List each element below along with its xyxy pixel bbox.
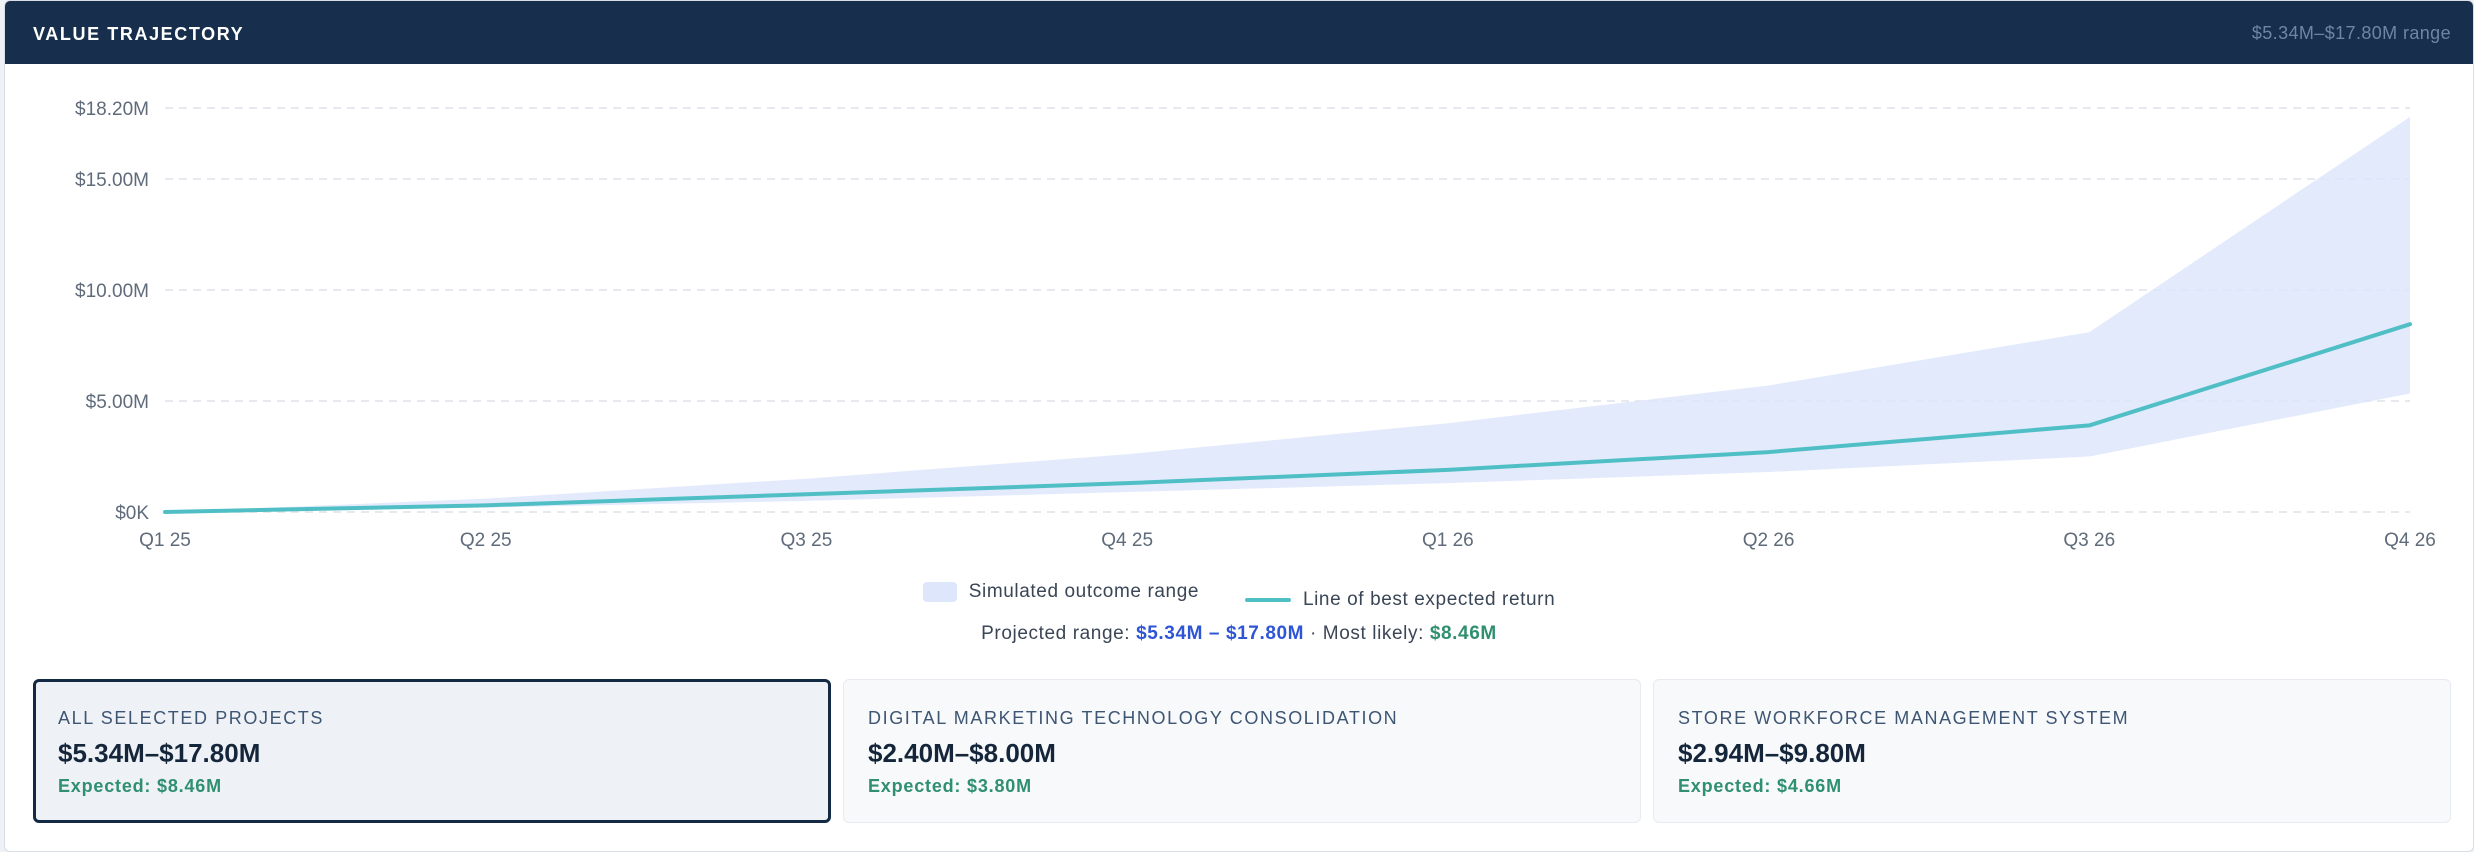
summary-prefix: Projected range: [981,623,1137,644]
y-tick-label: $18.20M [75,99,149,120]
line-swatch-icon [1244,598,1291,602]
best-expected-return-line [163,322,2412,514]
summary-likely: $8.46M [1429,623,1497,644]
y-tick-label: $15.00M [75,170,149,191]
card-title: DIGITAL MARKETING TECHNOLOGY CONSOLIDATI… [868,708,1399,728]
y-tick-label: $5.00M [86,392,149,413]
x-tick-label: Q3 26 [2063,530,2115,551]
simulated-outcome-band [165,116,2410,512]
y-tick-label: $10.00M [75,281,149,302]
card-title: ALL SELECTED PROJECTS [58,708,325,728]
panel-title: VALUE TRAJECTORY [33,24,245,44]
panel-header: VALUE TRAJECTORY $5.34M–$17.80M range [5,1,2473,64]
value-trajectory-panel: VALUE TRAJECTORY $5.34M–$17.80M range $0… [4,0,2474,852]
card-range: $5.34M–$17.80M [58,738,261,768]
project-card-digital-marketing[interactable]: DIGITAL MARKETING TECHNOLOGY CONSOLIDATI… [843,679,1641,823]
value-trajectory-chart: $0K $5.00M $10.00M $15.00M $18.20M Q1 25 Q2 25… [75,99,2436,551]
y-tick-label: $0K [115,503,149,524]
card-range: $2.40M–$8.00M [868,738,1056,768]
legend-band-label: Simulated outcome range [968,581,1200,602]
band-swatch-icon [922,582,957,602]
x-tick-label: Q4 25 [1101,530,1153,551]
project-card-store-workforce[interactable]: STORE WORKFORCE MANAGEMENT SYSTEM $2.94M… [1653,679,2451,823]
x-tick-label: Q1 26 [1422,530,1474,551]
summary-range: $5.34M – $17.80M [1136,623,1305,644]
x-tick-label: Q2 25 [460,530,512,551]
legend-line-label: Line of best expected return [1302,589,1556,610]
card-title: STORE WORKFORCE MANAGEMENT SYSTEM [1678,708,2130,728]
chart-legend: Simulated outcome range Line of best exp… [5,581,2473,611]
header-range-label: $5.34M–$17.80M range [2251,23,2451,43]
projection-summary: Projected range: $5.34M – $17.80M · Most… [5,623,2473,645]
summary-middle: · Most likely: [1304,623,1430,644]
card-expected: Expected: $8.46M [58,776,222,796]
x-tick-label: Q4 26 [2384,530,2436,551]
card-range: $2.94M–$9.80M [1678,738,1866,768]
card-expected: Expected: $3.80M [868,776,1032,796]
card-expected: Expected: $4.66M [1678,776,1842,796]
x-tick-label: Q1 25 [139,530,191,551]
x-tick-label: Q2 26 [1743,530,1795,551]
legend-item-line: Line of best expected return [1244,589,1556,611]
x-tick-label: Q3 25 [781,530,833,551]
legend-item-band: Simulated outcome range [922,581,1200,603]
project-card-all-selected[interactable]: ALL SELECTED PROJECTS $5.34M–$17.80M Exp… [33,679,831,823]
